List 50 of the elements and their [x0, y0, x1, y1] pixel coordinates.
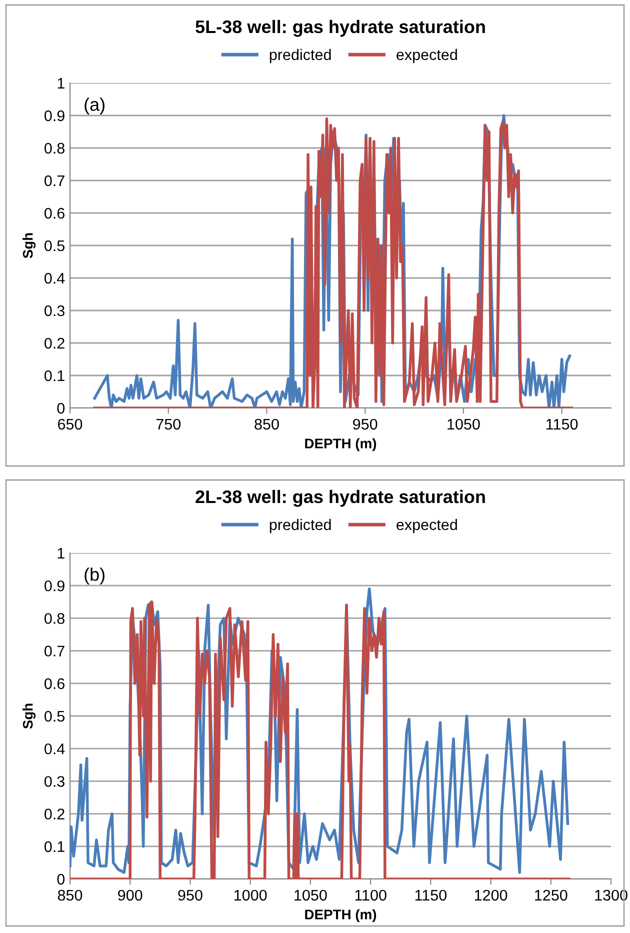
x-tick-label: 1050	[294, 890, 327, 901]
legend-label: predicted	[270, 48, 331, 64]
legend-label: predicted	[270, 518, 331, 534]
x-tick-label: 650	[58, 418, 82, 430]
y-tick-label: 0.1	[44, 370, 64, 382]
chart-title: 2L-38 well: gas hydrate saturation	[196, 490, 485, 507]
y-axis-title: Sgh	[22, 704, 36, 729]
x-tick-label: 1100	[355, 890, 386, 901]
chart-title: 5L-38 well: gas hydrate saturation	[196, 20, 485, 37]
x-tick-label: 1300	[595, 890, 628, 901]
annotation: (a)	[84, 98, 104, 114]
y-tick-label: 0.5	[44, 710, 64, 722]
y-tick-label: 0.3	[44, 305, 64, 316]
y-tick-label: 0.7	[44, 175, 64, 186]
x-axis-title: DEPTH (m)	[305, 438, 376, 452]
y-tick-label: 1	[58, 548, 64, 559]
y-tick-label: 0.2	[44, 808, 64, 820]
y-tick-label: 0.6	[44, 678, 64, 690]
y-tick-label: 0.9	[44, 580, 64, 592]
y-tick-label: 0.5	[44, 240, 64, 252]
x-tick-label: 950	[178, 890, 202, 901]
y-tick-label: 0.8	[44, 613, 64, 624]
x-tick-label: 950	[353, 418, 378, 430]
y-tick-label: 0	[57, 874, 65, 885]
x-tick-label: 850	[254, 418, 279, 430]
legend-label: expected	[396, 48, 457, 64]
y-tick-label: 0.6	[44, 208, 64, 219]
x-tick-label: 850	[58, 890, 82, 901]
x-tick-label: 1000	[234, 890, 267, 901]
y-axis-title: Sgh	[22, 233, 36, 258]
y-tick-label: 0.8	[44, 142, 64, 154]
y-tick-label: 0.4	[44, 743, 65, 754]
y-tick-label: 0.3	[44, 776, 64, 787]
y-tick-label: 0.7	[44, 646, 64, 656]
y-tick-label: 0.2	[44, 338, 64, 349]
y-tick-label: 1	[58, 78, 64, 89]
y-tick-label: 0	[57, 402, 65, 414]
legend-label: expected	[396, 518, 457, 534]
y-tick-label: 0.1	[44, 841, 64, 852]
x-tick-label: 1200	[474, 890, 508, 901]
annotation: (b)	[84, 568, 104, 584]
x-tick-label: 1150	[415, 890, 446, 901]
x-tick-label: 750	[156, 418, 181, 430]
x-tick-label: 1050	[448, 418, 480, 430]
x-tick-label: 900	[118, 890, 142, 901]
x-tick-label: 1250	[535, 890, 568, 901]
y-tick-label: 0.9	[44, 110, 64, 122]
x-axis-title: DEPTH (m)	[305, 909, 376, 922]
y-tick-label: 0.4	[44, 272, 65, 284]
x-tick-label: 1150	[546, 418, 578, 430]
